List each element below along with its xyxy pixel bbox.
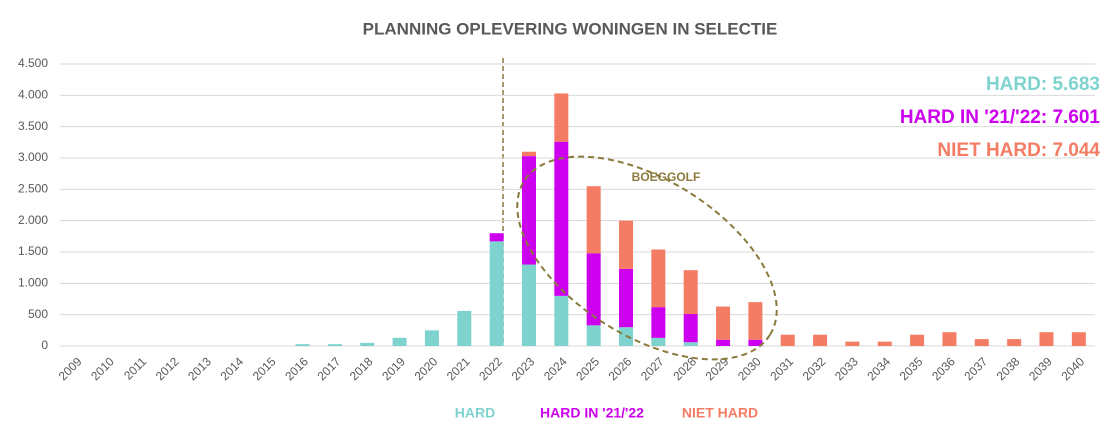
y-tick-label: 2.000 [18, 213, 48, 227]
x-tick-label: 2040 [1058, 354, 1087, 383]
x-tick-label: 2034 [864, 354, 893, 383]
chart-title: PLANNING OPLEVERING WONINGEN IN SELECTIE [363, 19, 778, 38]
y-tick-label: 4.000 [18, 88, 48, 102]
annotation: NIET HARD: 7.044 [937, 140, 1100, 161]
boeggolf-ellipse [516, 155, 778, 361]
legend-entry: HARD IN '21/'22 [540, 405, 644, 421]
y-tick-label: 1.000 [18, 276, 48, 290]
legend-entry: HARD [455, 405, 495, 421]
bar-segment [748, 339, 763, 346]
x-tick-label: 2026 [606, 354, 635, 383]
bar-segment [1007, 339, 1022, 346]
bar-segment [845, 341, 860, 346]
annotation: HARD: 5.683 [986, 74, 1100, 95]
x-tick-label: 2014 [217, 354, 246, 383]
annotation: BOEGGOLF [632, 170, 701, 184]
x-tick-label: 2037 [961, 354, 990, 383]
bar-segment [619, 268, 634, 328]
bar-segment [489, 241, 504, 346]
bar-segment [651, 307, 666, 338]
x-tick-label: 2011 [121, 354, 149, 382]
bar-segment [813, 334, 828, 346]
bar-segment [424, 330, 439, 346]
x-tick-label: 2033 [832, 354, 861, 383]
bar-segment [295, 344, 310, 346]
bar-segment [683, 342, 698, 346]
y-tick-label: 500 [28, 307, 48, 321]
bar-segment [748, 302, 763, 340]
x-tick-label: 2012 [153, 354, 182, 383]
bar-segment [877, 341, 892, 346]
x-tick-label: 2035 [897, 354, 926, 383]
bar-segment [683, 270, 698, 315]
bar-segment [392, 337, 407, 346]
bar-segment [683, 314, 698, 343]
x-tick-label: 2030 [735, 354, 764, 383]
y-tick-label: 0 [41, 338, 48, 352]
bar-segment [651, 249, 666, 308]
annotation: HARD IN '21/'22: 7.601 [900, 107, 1101, 128]
bar-segment [586, 253, 601, 326]
bar-segment [942, 332, 957, 346]
y-tick-label: 4.500 [18, 56, 48, 70]
bar-segment [1071, 332, 1086, 346]
x-tick-label: 2010 [88, 354, 117, 383]
bar-segment [586, 325, 601, 346]
y-tick-label: 3.000 [18, 150, 48, 164]
bar-segment [619, 220, 634, 269]
x-tick-label: 2038 [994, 354, 1023, 383]
x-tick-label: 2021 [444, 354, 473, 383]
x-tick-label: 2025 [573, 354, 602, 383]
x-tick-label: 2016 [282, 354, 311, 383]
bar-segment [780, 334, 795, 346]
x-tick-label: 2036 [929, 354, 958, 383]
bar-segment [489, 233, 504, 242]
y-tick-label: 3.500 [18, 119, 48, 133]
bar-segment [716, 306, 731, 340]
bar-segment [554, 93, 569, 142]
x-tick-label: 2015 [250, 354, 279, 383]
x-tick-label: 2017 [315, 354, 344, 383]
x-tick-label: 2032 [800, 354, 829, 383]
bar-segment [327, 344, 342, 346]
x-tick-label: 2023 [509, 354, 538, 383]
x-tick-label: 2039 [1026, 354, 1055, 383]
x-tick-label: 2024 [541, 354, 570, 383]
bar-segment [651, 337, 666, 346]
bar-segment [716, 339, 731, 346]
bar-segment [910, 334, 925, 346]
y-tick-label: 1.500 [18, 244, 48, 258]
bar-segment [586, 186, 601, 254]
x-tick-label: 2009 [56, 354, 85, 383]
x-tick-label: 2013 [185, 354, 214, 383]
x-tick-label: 2022 [476, 354, 505, 383]
x-tick-label: 2027 [638, 354, 667, 383]
x-tick-label: 2018 [347, 354, 376, 383]
y-tick-label: 2.500 [18, 182, 48, 196]
x-tick-label: 2019 [379, 354, 408, 383]
bar-segment [521, 151, 536, 157]
bar-segment [554, 141, 569, 296]
x-tick-label: 2031 [767, 354, 796, 383]
bar-segment [974, 339, 989, 346]
bar-segment [554, 295, 569, 346]
x-tick-label: 2020 [412, 354, 441, 383]
legend-entry: NIET HARD [682, 405, 758, 421]
bar-segment [1039, 332, 1054, 346]
bar-segment [521, 156, 536, 265]
bar-segment [457, 310, 472, 346]
bar-segment [521, 264, 536, 346]
bar-segment [360, 342, 375, 346]
